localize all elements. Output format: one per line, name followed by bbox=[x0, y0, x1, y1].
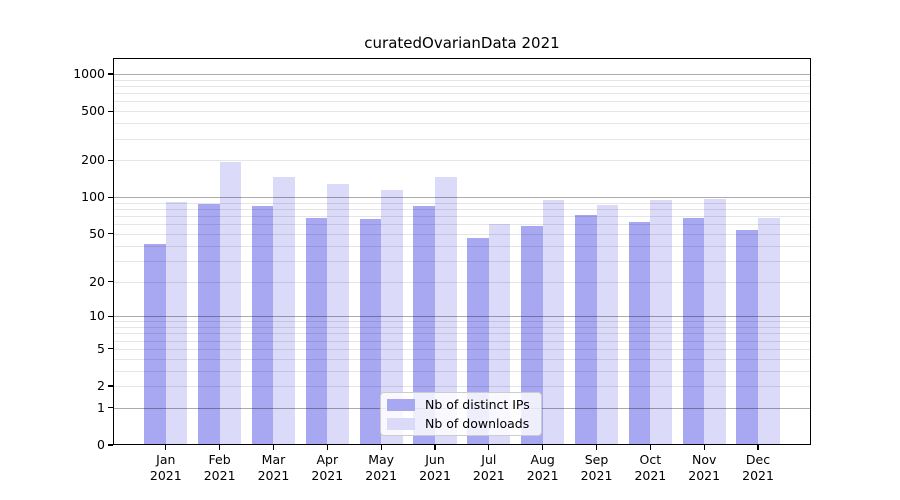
y-gridline-minor bbox=[113, 111, 811, 113]
y-gridline-minor bbox=[113, 138, 811, 140]
bar-distinct-ips bbox=[144, 244, 166, 445]
y-tick-label: 2 bbox=[97, 378, 105, 393]
bar-distinct-ips bbox=[682, 217, 705, 445]
x-tick bbox=[272, 445, 275, 450]
x-tick bbox=[649, 445, 651, 450]
bar-distinct-ips bbox=[628, 221, 651, 445]
x-tick-label: Jun 2021 bbox=[419, 452, 451, 483]
y-tick-label: 100 bbox=[81, 189, 105, 205]
x-tick-label: Jul 2021 bbox=[472, 452, 505, 483]
y-gridline-minor bbox=[113, 123, 811, 125]
y-tick-label: 10 bbox=[89, 308, 105, 324]
chart-title: curatedOvarianData 2021 bbox=[364, 34, 560, 52]
bar-downloads bbox=[488, 224, 511, 445]
x-tick bbox=[219, 445, 221, 450]
bar-distinct-ips bbox=[198, 203, 220, 445]
y-tick-label: 200 bbox=[81, 152, 105, 168]
legend-swatch-downloads bbox=[387, 417, 415, 430]
y-tick bbox=[108, 233, 113, 235]
x-tick bbox=[488, 445, 490, 450]
bar-downloads bbox=[704, 199, 726, 445]
x-tick-label: Nov 2021 bbox=[688, 452, 721, 483]
y-tick bbox=[108, 407, 113, 409]
y-tick bbox=[108, 444, 113, 446]
y-tick bbox=[108, 315, 113, 317]
x-tick-label: Dec 2021 bbox=[742, 452, 774, 483]
x-tick-label: Aug 2021 bbox=[526, 452, 559, 483]
bar-distinct-ips bbox=[305, 218, 328, 445]
y-tick bbox=[108, 110, 113, 112]
legend-item-downloads: Nb of downloads bbox=[387, 416, 535, 431]
bar-distinct-ips bbox=[521, 226, 543, 445]
bar-downloads bbox=[596, 205, 619, 445]
y-tick-label: 20 bbox=[89, 273, 105, 289]
x-tick bbox=[434, 445, 436, 450]
bar-downloads bbox=[327, 183, 349, 445]
y-tick-label: 5 bbox=[97, 340, 105, 356]
bar-distinct-ips bbox=[413, 205, 435, 445]
y-tick-label: 500 bbox=[81, 103, 105, 119]
y-gridline-major bbox=[113, 197, 811, 199]
bar-downloads bbox=[219, 161, 242, 445]
y-tick bbox=[108, 385, 113, 387]
x-tick-label: Apr 2021 bbox=[311, 452, 344, 483]
x-tick-label: Mar 2021 bbox=[257, 452, 290, 483]
x-tick bbox=[703, 445, 705, 450]
y-gridline-major bbox=[113, 74, 811, 76]
y-tick-label: 50 bbox=[89, 225, 105, 241]
x-tick-label: Jan 2021 bbox=[149, 452, 182, 483]
y-gridline-minor bbox=[113, 101, 811, 103]
bar-downloads bbox=[273, 177, 296, 445]
x-tick-label: Sep 2021 bbox=[580, 452, 613, 483]
x-tick bbox=[542, 445, 544, 450]
legend-label-downloads: Nb of downloads bbox=[425, 416, 530, 431]
bar-downloads bbox=[542, 199, 565, 445]
x-tick bbox=[757, 445, 759, 450]
x-tick bbox=[595, 445, 598, 450]
y-tick bbox=[108, 159, 113, 161]
x-tick bbox=[165, 445, 167, 450]
bar-downloads bbox=[381, 189, 403, 445]
bar-distinct-ips bbox=[359, 219, 382, 445]
bar-distinct-ips bbox=[251, 206, 274, 445]
y-tick-label: 0 bbox=[97, 437, 105, 452]
y-tick bbox=[108, 196, 113, 198]
y-tick-label: 1 bbox=[97, 399, 105, 415]
y-gridline-minor bbox=[113, 160, 811, 162]
bar-distinct-ips bbox=[736, 229, 759, 445]
legend-item-distinct-ips: Nb of distinct IPs bbox=[387, 397, 535, 412]
x-tick bbox=[326, 445, 328, 450]
bar-downloads bbox=[650, 199, 672, 445]
x-tick-label: Oct 2021 bbox=[634, 452, 667, 483]
bar-downloads bbox=[165, 202, 188, 445]
y-tick-label: 1000 bbox=[73, 66, 105, 82]
plot-area bbox=[113, 58, 811, 445]
bar-distinct-ips bbox=[574, 214, 597, 445]
bar-downloads bbox=[435, 176, 457, 445]
legend-label-distinct-ips: Nb of distinct IPs bbox=[425, 397, 530, 412]
x-tick bbox=[380, 445, 382, 450]
y-tick bbox=[108, 73, 113, 75]
legend-swatch-distinct-ips bbox=[387, 398, 415, 411]
bar-downloads bbox=[758, 217, 780, 445]
y-gridline-minor bbox=[113, 93, 811, 95]
y-tick bbox=[108, 280, 113, 283]
y-tick bbox=[108, 348, 113, 350]
x-tick-label: May 2021 bbox=[365, 452, 398, 483]
x-tick-label: Feb 2021 bbox=[203, 452, 236, 483]
legend: Nb of distinct IPs Nb of downloads bbox=[380, 392, 542, 436]
y-gridline-minor bbox=[113, 79, 811, 81]
y-gridline-minor bbox=[113, 85, 811, 87]
